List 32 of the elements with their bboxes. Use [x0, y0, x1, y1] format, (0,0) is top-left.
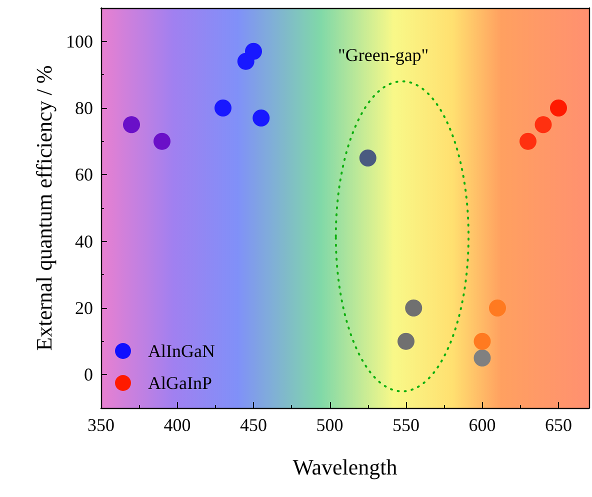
point — [252, 110, 270, 126]
point — [214, 100, 232, 116]
point — [398, 332, 414, 350]
x-tick-label: 350 — [88, 415, 114, 435]
point — [359, 150, 376, 166]
point — [154, 132, 170, 150]
point — [489, 300, 506, 316]
y-axis-title: External quantum efficiency / % — [32, 65, 57, 351]
x-axis-title: Wavelength — [292, 454, 398, 480]
point — [534, 116, 552, 134]
y-tick-label: 60 — [75, 164, 93, 185]
point — [123, 116, 140, 134]
y-tick-label: 40 — [75, 231, 93, 252]
x-tick-label: 450 — [240, 415, 267, 435]
point — [405, 300, 422, 316]
point — [550, 100, 567, 116]
y-tick-label: 0 — [84, 364, 93, 385]
x-tick-label: 600 — [468, 415, 496, 435]
y-tick-label: 20 — [75, 298, 93, 318]
x-tick-label: 500 — [316, 415, 344, 435]
point — [474, 350, 491, 366]
x-tick-label: 650 — [545, 415, 572, 435]
annotation: "Green-gap" — [338, 45, 429, 65]
point — [520, 132, 536, 150]
point — [245, 42, 262, 60]
y-tick-label: 100 — [66, 31, 93, 52]
x-tick-label: 550 — [392, 415, 420, 435]
y-tick-label: 80 — [75, 98, 93, 118]
legend-label: AlInGaN — [148, 341, 215, 361]
legend-label: AlGaInP — [148, 373, 212, 393]
point — [474, 332, 491, 350]
x-tick-label: 400 — [164, 415, 191, 435]
